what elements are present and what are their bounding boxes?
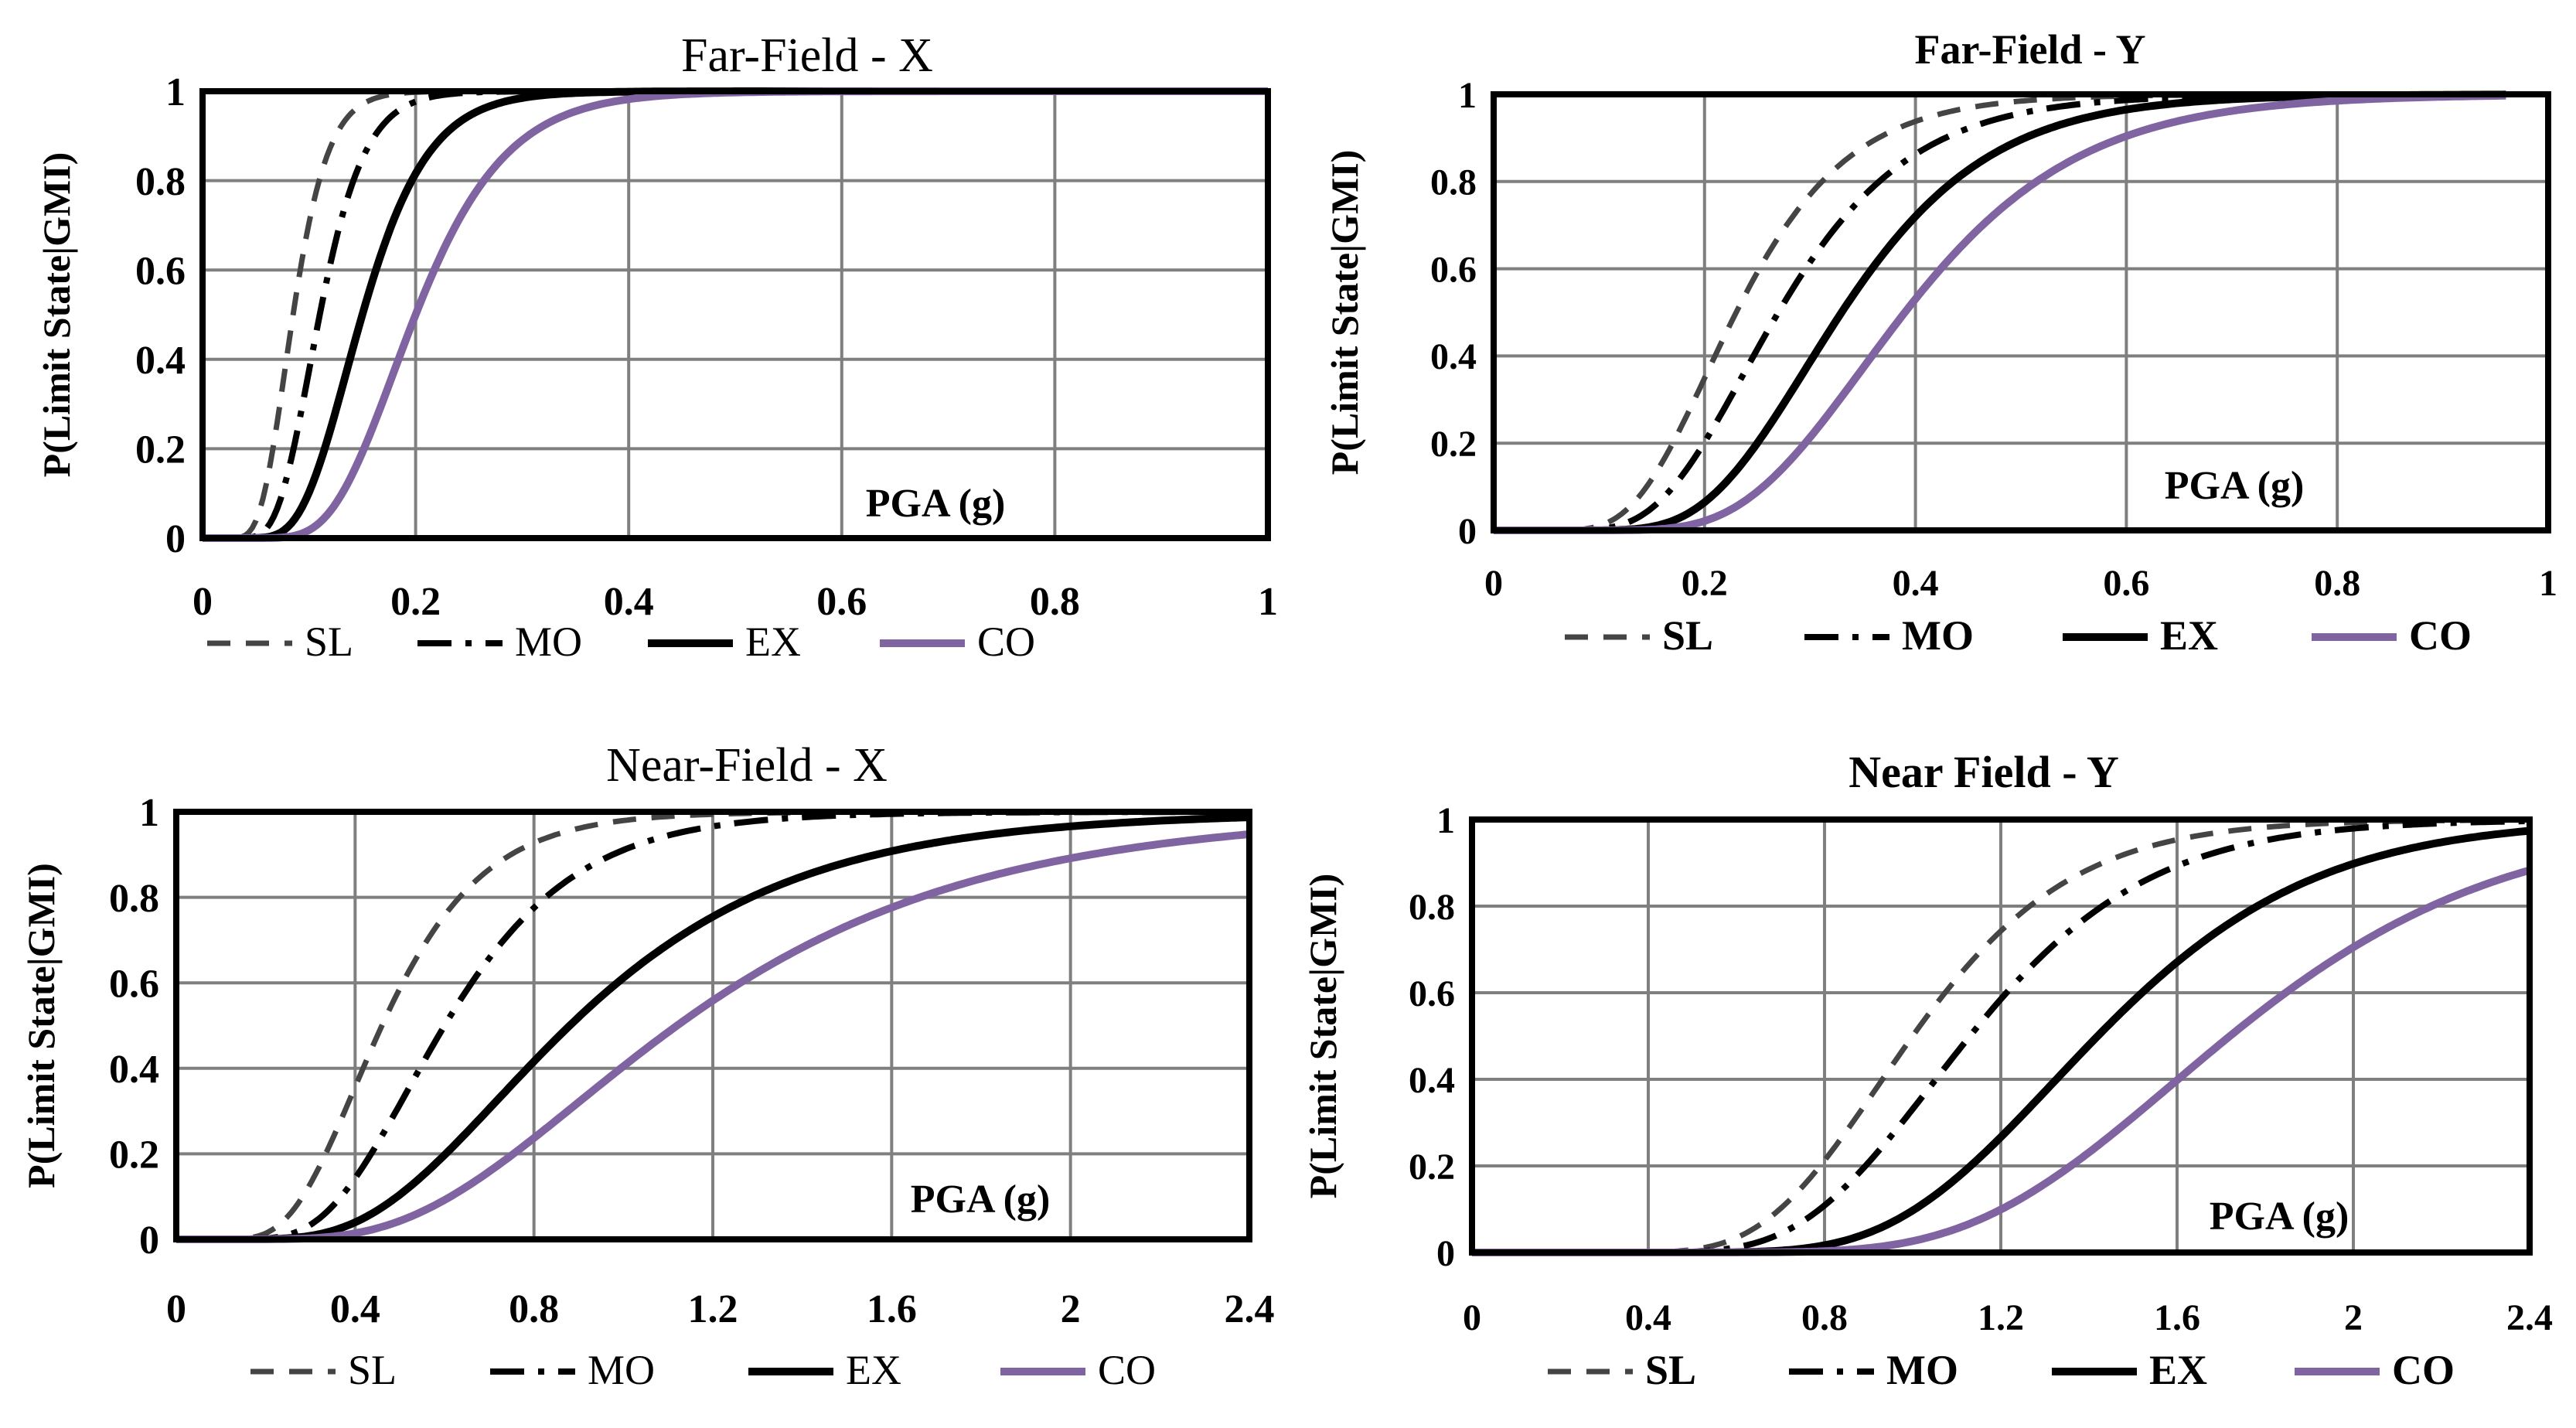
series-line-co xyxy=(175,830,1250,1243)
chart-title: Far-Field - Y xyxy=(1915,26,2146,73)
chart-panel-4: 0 0.4 0.8 1.2 1.6 2 2.4 0 0.2 0.4 0.6 0.8 1 Near Fiel… xyxy=(1301,747,2553,1393)
y-tick-label: 0.6 xyxy=(135,249,186,293)
series-line-ex xyxy=(175,813,1250,1243)
x-tick-label: 0.4 xyxy=(330,1287,380,1331)
y-tick-label: 0.6 xyxy=(109,962,159,1006)
legend-label-sl: SL xyxy=(1662,612,1713,659)
y-tick-label: 0.8 xyxy=(1430,162,1477,203)
x-tick-label: 0.6 xyxy=(816,580,867,624)
y-tick-label: 1 xyxy=(1458,75,1477,116)
x-tick-label: 0.8 xyxy=(2314,563,2360,604)
y-tick-label: 0.4 xyxy=(1430,336,1477,377)
chart-title: Near Field - Y xyxy=(1849,747,2119,797)
legend-label-mo: MO xyxy=(588,1347,655,1393)
y-tick-label: 0.6 xyxy=(1430,249,1477,290)
x-tick-label: 1 xyxy=(2539,563,2557,604)
x-tick-label: 0.8 xyxy=(1801,1297,1848,1338)
y-tick-label: 1 xyxy=(139,791,159,835)
y-tick-label: 0 xyxy=(165,517,186,561)
y-tick-label: 0 xyxy=(1436,1233,1455,1274)
x-tick-label: 1.6 xyxy=(2154,1297,2200,1338)
x-tick-label: 0.4 xyxy=(604,580,654,624)
x-tick-label: 0.8 xyxy=(1030,580,1080,624)
y-tick-label: 0 xyxy=(139,1218,159,1263)
legend-label-co: CO xyxy=(977,619,1035,665)
legend-label-sl: SL xyxy=(348,1347,397,1393)
series-line-ex xyxy=(202,87,1269,542)
y-tick-label: 1 xyxy=(165,70,186,114)
x-tick-label: 0 xyxy=(1484,563,1503,604)
x-tick-label: 2.4 xyxy=(1225,1287,1275,1331)
x-tick-label: 1.2 xyxy=(688,1287,738,1331)
y-tick-label: 0.4 xyxy=(135,339,186,383)
y-tick-label: 1 xyxy=(1436,800,1455,841)
plot-frame xyxy=(199,88,1271,541)
y-tick-label: 0.6 xyxy=(1409,973,1455,1014)
x-tick-label: 2 xyxy=(1061,1287,1081,1331)
y-tick-label: 0.2 xyxy=(109,1133,159,1178)
legend-label-mo: MO xyxy=(1902,612,1974,659)
x-tick-label: 2.4 xyxy=(2506,1297,2553,1338)
y-tick-label: 0.8 xyxy=(1409,887,1455,928)
x-tick-label: 1.2 xyxy=(1978,1297,2024,1338)
x-tick-label: 0.8 xyxy=(509,1287,559,1331)
y-tick-label: 0 xyxy=(1458,511,1477,552)
legend-label-ex: EX xyxy=(846,1347,901,1393)
plot-frame xyxy=(1469,816,2533,1256)
y-tick-label: 0.2 xyxy=(135,428,186,472)
plot-frame xyxy=(1491,91,2551,533)
legend-label-mo: MO xyxy=(1886,1347,1958,1393)
x-tick-label: 1 xyxy=(1258,580,1278,624)
y-axis-label: P(Limit State|GMI) xyxy=(19,863,63,1188)
y-tick-label: 0.4 xyxy=(109,1048,159,1092)
x-tick-label: 1.6 xyxy=(867,1287,917,1331)
x-tick-label: 0.6 xyxy=(2103,563,2149,604)
x-axis-label: PGA (g) xyxy=(911,1178,1051,1222)
y-axis-label: P(Limit State|GMI) xyxy=(1301,874,1344,1199)
legend-label-ex: EX xyxy=(2149,1347,2207,1393)
y-tick-label: 0.2 xyxy=(1430,424,1477,465)
legend-label-co: CO xyxy=(2409,612,2472,659)
chart-title: Near-Field - X xyxy=(606,739,888,792)
y-axis-label: P(Limit State|GMI) xyxy=(35,152,78,478)
y-tick-label: 0.8 xyxy=(109,877,159,921)
legend-label-sl: SL xyxy=(1645,1347,1696,1393)
plot-frame xyxy=(173,809,1252,1242)
x-axis-label: PGA (g) xyxy=(2210,1195,2349,1239)
y-axis-label: P(Limit State|GMI) xyxy=(1323,150,1366,475)
x-tick-label: 2 xyxy=(2344,1297,2363,1338)
chart-title: Far-Field - X xyxy=(681,29,933,82)
chart-panel-1: 0 0.2 0.4 0.6 0.8 1 0 0.2 0.4 0.6 0.8 1 Far-Field - … xyxy=(35,29,1278,665)
legend-label-co: CO xyxy=(2392,1347,2455,1393)
legend-label-mo: MO xyxy=(515,619,582,665)
chart-panel-2: 0 0.2 0.4 0.6 0.8 1 0 0.2 0.4 0.6 0.8 1 Far-Field - … xyxy=(1323,26,2557,659)
x-tick-label: 0.4 xyxy=(1625,1297,1671,1338)
series-line-mo xyxy=(1494,91,2506,533)
x-tick-label: 0.4 xyxy=(1893,563,1939,604)
series-line-ex xyxy=(1493,90,2507,534)
legend-label-sl: SL xyxy=(305,619,353,665)
x-axis-label: PGA (g) xyxy=(2165,464,2305,508)
x-tick-label: 0.2 xyxy=(390,580,441,624)
chart-panel-3: 0 0.4 0.8 1.2 1.6 2 2.4 0 0.2 0.4 0.6 0.8 1 Near-Fiel… xyxy=(19,739,1275,1393)
x-tick-label: 0.2 xyxy=(1682,563,1728,604)
x-tick-label: 0 xyxy=(1463,1297,1481,1338)
series-line-sl xyxy=(1494,91,2506,533)
y-tick-label: 0.8 xyxy=(135,160,186,204)
y-tick-label: 0.4 xyxy=(1409,1060,1455,1101)
x-axis-label: PGA (g) xyxy=(866,482,1006,526)
series-line-co xyxy=(1493,91,2507,534)
y-tick-label: 0.2 xyxy=(1409,1147,1455,1188)
legend-label-ex: EX xyxy=(745,619,801,665)
x-tick-label: 0 xyxy=(193,580,213,624)
legend-label-ex: EX xyxy=(2160,612,2218,659)
x-tick-label: 0 xyxy=(166,1287,186,1331)
series-line-mo xyxy=(1472,818,2530,1256)
legend-label-co: CO xyxy=(1098,1347,1156,1393)
